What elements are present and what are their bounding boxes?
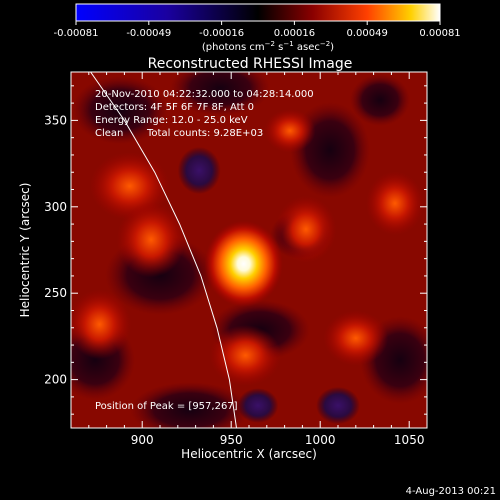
colorbar-tick-label: -0.00016 [199, 28, 244, 39]
footer-date: 4-Aug-2013 00:21 [406, 486, 496, 497]
axis-ticks: 900 950 1000 1050 200 250 300 350 [44, 72, 427, 447]
negative-source [316, 386, 360, 425]
negative-source [237, 388, 279, 423]
x-tick-label: 950 [220, 433, 243, 447]
emission-source [323, 310, 389, 366]
clean-label-text: Clean [95, 128, 123, 139]
detectors-text: Detectors: 4F 5F 6F 7F 8F, Att 0 [95, 102, 254, 113]
heatmap-sources [71, 109, 424, 425]
chart-title: Reconstructed RHESSI Image [148, 56, 353, 72]
peak-source [204, 220, 283, 307]
x-tick-label: 900 [131, 433, 154, 447]
colorbar-unit-main: (photons cm [202, 42, 265, 53]
colorbar-tick-label: 0.00081 [419, 28, 460, 39]
colorbar-tick-label: -0.00081 [54, 28, 99, 39]
heatmap-image [71, 72, 427, 428]
emission-source [264, 109, 316, 153]
dark-region [130, 382, 250, 428]
emission-source [275, 195, 337, 263]
x-tick-label: 1000 [305, 433, 336, 447]
emission-source [366, 171, 424, 236]
y-tick-label: 200 [44, 373, 67, 387]
colorbar-unit-exp1: −2 [265, 40, 275, 48]
colorbar-fill [76, 4, 440, 21]
emission-source [116, 201, 186, 278]
colorbar: -0.00081 -0.00049 -0.00016 0.00016 0.00049 0.… [54, 3, 461, 53]
dark-region [72, 76, 168, 144]
colorbar-unit-exp2: −1 [283, 40, 293, 48]
colorbar-unit-exp3: −2 [320, 40, 330, 48]
y-axis-label: Heliocentric Y (arcsec) [18, 183, 32, 318]
total-counts-text: Total counts: 9.28E+03 [146, 128, 263, 139]
solar-limb-curve [90, 72, 237, 428]
peak-position-text: Position of Peak = [957,267] [95, 401, 238, 412]
emission-source [209, 325, 282, 386]
colorbar-unit-mid2: asec [294, 42, 320, 53]
info-annotations: 20-Nov-2010 04:22:32.000 to 04:28:14.000… [95, 89, 314, 412]
colorbar-tick-label: 0.00016 [274, 28, 315, 39]
colorbar-tick-label: -0.00049 [126, 28, 171, 39]
x-axis-label: Heliocentric X (arcsec) [181, 447, 317, 461]
dark-region [170, 72, 270, 116]
y-tick-label: 300 [44, 200, 67, 214]
colorbar-unit-end: ) [330, 42, 334, 53]
time-range-text: 20-Nov-2010 04:22:32.000 to 04:28:14.000 [95, 89, 314, 100]
colorbar-tick-label: 0.00049 [347, 28, 388, 39]
colorbar-unit: (photons cm−2 s−1 asec−2) [202, 40, 334, 53]
y-tick-label: 250 [44, 286, 67, 300]
x-tick-label: 1050 [394, 433, 425, 447]
negative-source [177, 146, 221, 195]
energy-range-text: Energy Range: 12.0 - 25.0 keV [95, 115, 248, 126]
colorbar-ticks: -0.00081 -0.00049 -0.00016 0.00016 0.00049 0.… [54, 21, 461, 39]
dark-region [350, 74, 410, 126]
colorbar-border [75, 3, 441, 22]
colorbar-unit-mid: s [275, 42, 283, 53]
y-tick-label: 350 [44, 113, 67, 127]
emission-source [71, 289, 132, 360]
